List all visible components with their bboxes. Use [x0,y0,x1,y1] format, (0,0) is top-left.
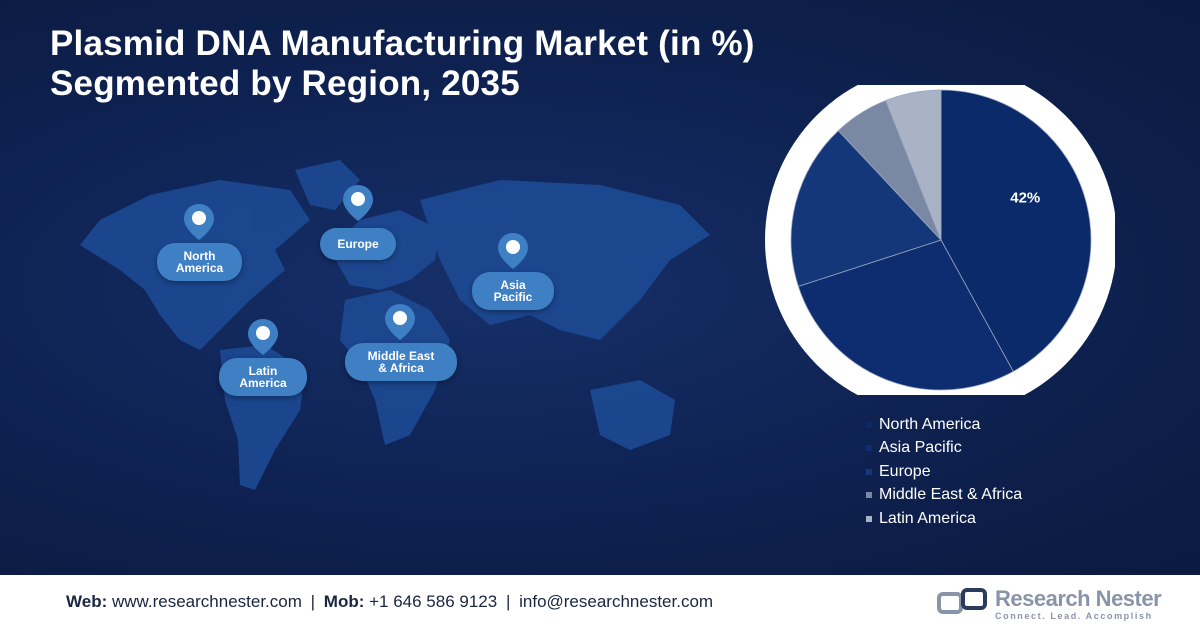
title-line-1: Plasmid DNA Manufacturing Market (in %) [50,24,755,63]
legend-item-europe: Europe [866,460,1022,484]
web-label: Web: [66,592,108,611]
pie-chart: 42% [765,64,1117,416]
location-pin-icon [385,304,415,340]
legend-swatch [866,445,872,452]
legend-label: Latin America [879,509,976,527]
pie-data-label: 42% [1010,189,1040,206]
legend-swatch [866,492,872,499]
pie-svg: 42% [765,64,1117,416]
pie-slice-north-america [940,89,1092,372]
logo-icon [937,588,987,614]
infographic-panel: Plasmid DNA Manufacturing Market (in %) … [0,0,1200,575]
legend-label: Asia Pacific [879,439,962,457]
pin-label: North America [157,243,242,281]
separator: | [505,592,511,611]
legend-swatch [866,421,872,428]
phone-number[interactable]: +1 646 586 9123 [369,592,498,611]
legend-item-middle-east-africa: Middle East & Africa [866,484,1022,508]
title-line-2: Segmented by Region, 2035 [50,64,520,103]
web-link[interactable]: www.researchnester.com [111,592,302,611]
pie-slice-latin-america [885,89,942,241]
chart-title: Plasmid DNA Manufacturing Market (in %) … [50,24,755,104]
pie-slice-europe [790,130,942,287]
logo-tagline: Connect. Lead. Accomplish [995,611,1153,621]
pin-label: Europe [320,228,396,260]
legend-label: Middle East & Africa [879,486,1023,504]
legend-item-north-america: North America [866,413,1022,437]
legend-swatch [866,468,872,475]
pie-slice-asia-pacific [797,239,1014,391]
research-nester-logo[interactable]: Research Nester Connect. Lead. Accomplis… [937,583,1167,623]
location-pin-icon [343,185,373,221]
separator: | [310,592,316,611]
logo-name: Research Nester [995,586,1162,611]
australia-shape [590,380,675,450]
pin-label: Middle East & Africa [345,343,457,381]
location-pin-icon [184,204,214,240]
email-link[interactable]: info@researchnester.com [519,592,714,611]
legend-item-latin-america: Latin America [866,507,1022,531]
location-pin-icon [248,319,278,355]
legend-item-asia-pacific: Asia Pacific [866,437,1022,461]
legend-label: Europe [879,462,931,480]
mob-label: Mob: [323,592,365,611]
pin-label: Asia Pacific [472,272,554,310]
legend-swatch [866,515,872,522]
legend-label: North America [879,415,981,433]
pin-label: Latin America [219,358,307,396]
contact-info: Web: www.researchnester.com | Mob: +1 64… [66,592,713,612]
location-pin-icon [498,233,528,269]
chart-legend: North America Asia Pacific Europe Middle… [866,413,1022,531]
asia-shape [420,180,710,340]
footer: Web: www.researchnester.com | Mob: +1 64… [0,575,1200,628]
